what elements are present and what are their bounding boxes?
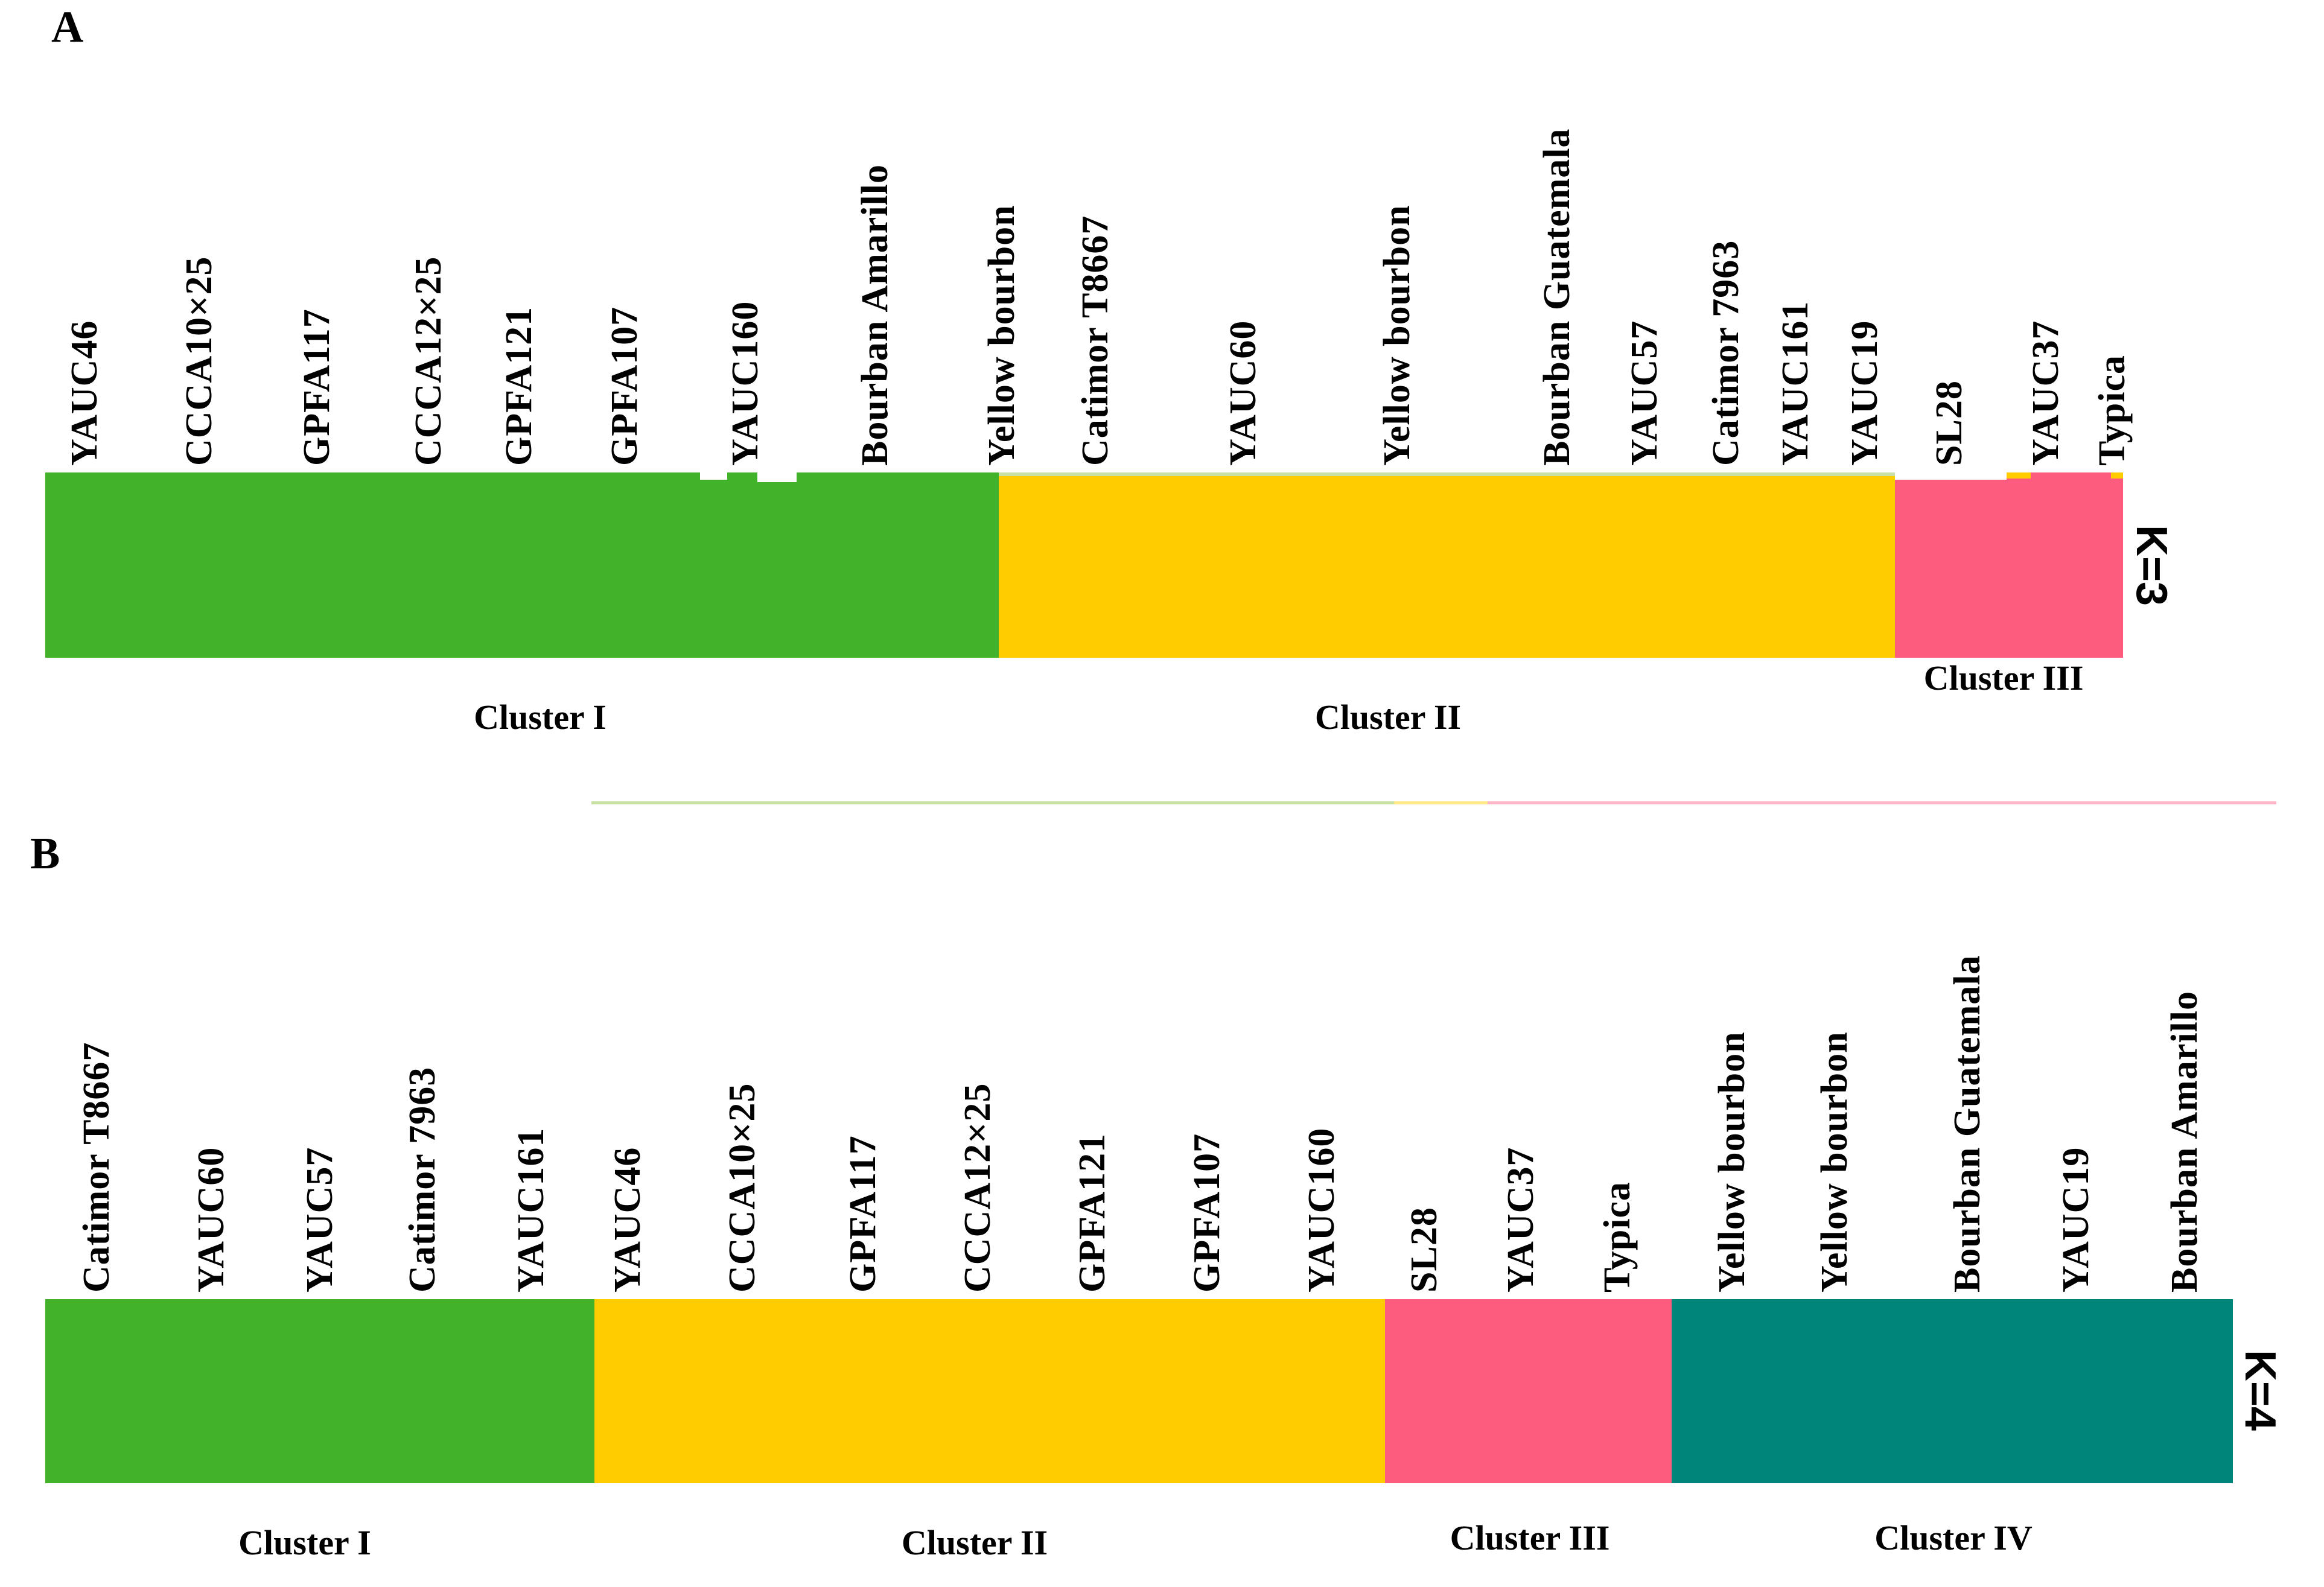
sample-label-text: GPFA117 [296,308,337,466]
sample-label-text: Bourban Guatemala [1536,128,1577,466]
sample-label-text: CCCA10×25 [179,256,220,466]
cluster-caption: Cluster IV [1874,1518,2033,1557]
sample-label-text: GPFA107 [1186,1133,1227,1293]
sample-label-text: Catimor T8667 [76,1042,117,1293]
sample-label-text: YAUC57 [1624,320,1665,466]
sample-label-text: Catimor T8667 [1075,215,1116,466]
cluster-segment-2 [999,472,1895,658]
sample-label-text: Catimor 7963 [402,1066,443,1293]
panel-a-letter: A [51,2,84,52]
cluster-caption: Cluster III [1923,658,2084,698]
panel-a-cluster-bar [45,472,2123,658]
sample-label-text: SL28 [1929,380,1970,466]
panel-b-letter: B [30,829,60,879]
admixture-notch [2007,472,2031,479]
sample-label-text: YAUC19 [1844,320,1885,466]
sample-label-text: YAUC161 [1775,301,1816,466]
sample-label-text: YAUC57 [299,1147,340,1293]
panel-b-cluster-bar [45,1299,2233,1483]
cluster-caption: Cluster II [1314,698,1462,737]
divider-segment [1394,801,1488,804]
admixture-notch [700,472,727,480]
sample-label-text: YAUC46 [607,1147,648,1293]
sample-label-text: CCCA12×25 [957,1083,998,1293]
sample-label-text: YAUC37 [2025,320,2066,466]
sample-label-text: SL28 [1404,1207,1445,1293]
sample-label-text: CCCA12×25 [408,256,449,466]
sample-label-text: Bourban Amarillo [2164,990,2205,1293]
admixture-notch [1895,472,2007,480]
sample-label-text: Bourban Guatemala [1947,955,1988,1293]
sample-label-text: Yellow bourbon [1814,1031,1855,1293]
sample-label-text: YAUC19 [2055,1147,2096,1293]
cluster-segment-2 [594,1299,1385,1483]
cluster-segment-1 [45,1299,594,1483]
sample-label-text: GPFA121 [1072,1133,1113,1293]
admixture-notch [999,472,1895,476]
sample-label-text: GPFA117 [842,1135,883,1293]
cluster-segment-3 [1385,1299,1672,1483]
cluster-segment-4 [1672,1299,2233,1483]
cluster-caption: Cluster I [238,1523,371,1562]
panel-a-k-label: K=3 [2127,525,2176,606]
panel-b-k-label: K=4 [2236,1350,2284,1431]
admixture-notch [757,472,797,482]
cluster-segment-1 [45,472,999,658]
sample-label-text: YAUC60 [1223,320,1264,466]
sample-label-text: YAUC46 [64,320,105,466]
sample-label-text: YAUC37 [1500,1147,1541,1293]
sample-label-text: Yellow bourbon [981,205,1022,466]
admixture-notch [2111,472,2123,479]
sample-label-text: CCCA10×25 [722,1083,763,1293]
sample-label-text: Typica [2092,355,2133,466]
cluster-caption: Cluster II [901,1523,1048,1562]
sample-label-text: Yellow bourbon [1377,205,1418,466]
divider-segment [1488,801,2276,804]
divider-segment [591,801,1394,804]
sample-label-text: Bourban Amarillo [855,164,896,466]
cluster-caption: Cluster I [474,698,606,737]
sample-label-text: Catimor 7963 [1705,240,1746,466]
sample-label-text: YAUC160 [725,301,766,466]
sample-label-text: GPFA121 [498,306,540,466]
sample-label-text: Yellow bourbon [1711,1031,1753,1293]
cluster-caption: Cluster III [1450,1518,1610,1557]
cluster-segment-3 [1895,472,2123,658]
sample-label-text: YAUC60 [191,1147,232,1293]
sample-label-text: Typica [1597,1182,1638,1293]
sample-label-text: GPFA107 [604,306,645,466]
sample-label-text: YAUC161 [511,1127,552,1293]
sample-label-text: YAUC160 [1301,1127,1342,1293]
